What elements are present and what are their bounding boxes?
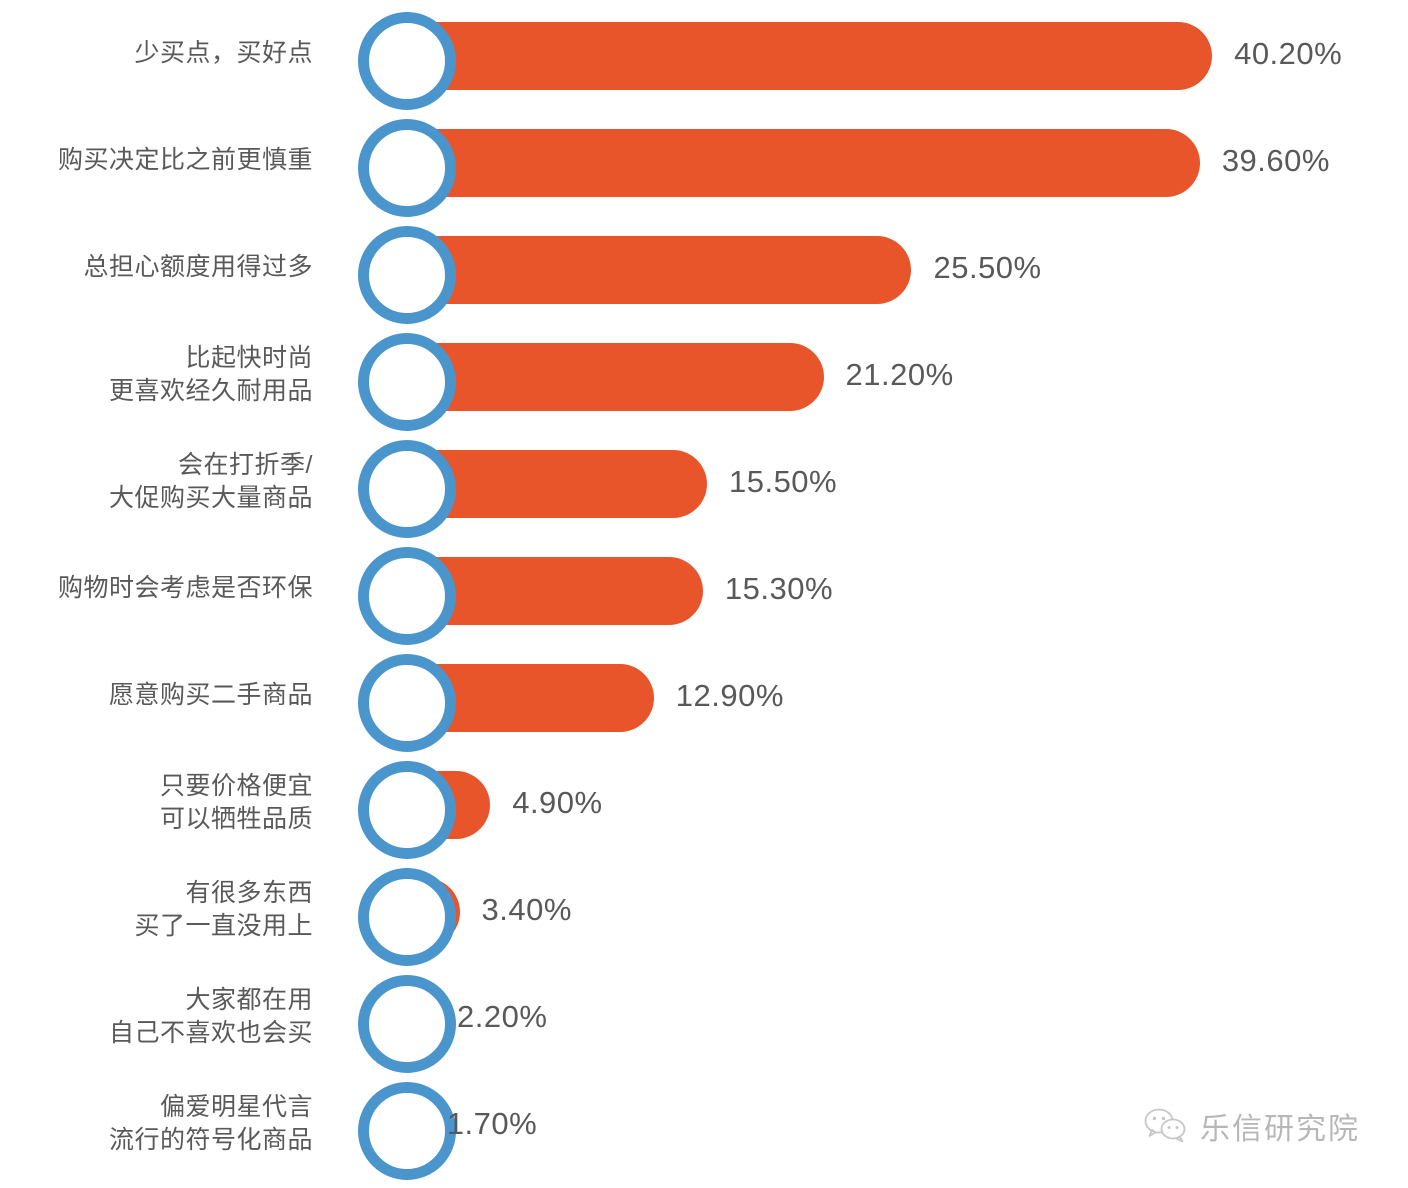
bar-start-marker-icon bbox=[358, 654, 456, 752]
bar-value-label: 21.20% bbox=[845, 356, 954, 392]
bar bbox=[390, 129, 1200, 197]
chart-row: 偏爱明星代言流行的符号化商品 1.70% bbox=[0, 1070, 1408, 1180]
category-label: 有很多东西买了一直没用上 bbox=[0, 856, 313, 963]
wechat-icon bbox=[1144, 1108, 1188, 1144]
bar-value-label: 40.20% bbox=[1234, 35, 1343, 71]
chart-row: 大家都在用自己不喜欢也会买 2.20% bbox=[0, 963, 1408, 1073]
watermark: 乐信研究院 bbox=[1144, 1104, 1360, 1148]
category-label-line: 比起快时尚 bbox=[185, 343, 313, 372]
bar-value-label: 15.30% bbox=[724, 570, 834, 606]
chart-row: 总担心额度用得过多 25.50% bbox=[0, 214, 1408, 324]
bar-value-label: 4.90% bbox=[512, 784, 603, 820]
bar-value-label: 39.60% bbox=[1221, 142, 1330, 178]
category-label: 总担心额度用得过多 bbox=[0, 214, 313, 321]
bar-start-marker-icon bbox=[358, 333, 456, 431]
bar bbox=[390, 343, 824, 411]
category-label: 比起快时尚更喜欢经久耐用品 bbox=[0, 321, 313, 428]
category-label-line: 总担心额度用得过多 bbox=[83, 253, 313, 281]
bar-start-marker-icon bbox=[358, 868, 456, 966]
chart-row: 购买决定比之前更慎重 39.60% bbox=[0, 107, 1408, 217]
bar-value-label: 12.90% bbox=[675, 677, 784, 713]
category-label: 购买决定比之前更慎重 bbox=[0, 107, 313, 214]
bar-start-marker-icon bbox=[358, 12, 456, 110]
watermark-label: 乐信研究院 bbox=[1200, 1113, 1360, 1146]
chart-row: 少买点，买好点 40.20% bbox=[0, 0, 1408, 110]
category-label-line: 有很多东西 bbox=[185, 878, 313, 907]
chart-row: 比起快时尚更喜欢经久耐用品 21.20% bbox=[0, 321, 1408, 431]
bar-start-marker-icon bbox=[358, 119, 456, 217]
bar-start-marker-icon bbox=[358, 226, 456, 324]
bar-value-label: 1.70% bbox=[446, 1105, 538, 1141]
bar-start-marker-icon bbox=[358, 975, 456, 1073]
category-label-line: 偏爱明星代言 bbox=[159, 1092, 313, 1121]
category-label: 愿意购买二手商品 bbox=[0, 642, 313, 749]
category-label-line: 更喜欢经久耐用品 bbox=[108, 376, 313, 405]
bar-start-marker-icon bbox=[358, 547, 456, 645]
category-label-line: 购物时会考虑是否环保 bbox=[57, 574, 313, 602]
category-label: 只要价格便宜 可以牺牲品质 bbox=[0, 749, 313, 856]
bar-start-marker-icon bbox=[358, 761, 456, 859]
bar bbox=[390, 236, 912, 304]
category-label-line: 购买决定比之前更慎重 bbox=[57, 146, 313, 174]
category-label: 大家都在用自己不喜欢也会买 bbox=[0, 963, 313, 1070]
bar-value-label: 3.40% bbox=[481, 891, 572, 927]
bar-start-marker-icon bbox=[358, 1082, 456, 1180]
category-label-line: 大促购买大量商品 bbox=[108, 483, 313, 512]
chart-row: 会在打折季/大促购买大量商品 15.50% bbox=[0, 428, 1408, 538]
chart-row: 愿意购买二手商品 12.90% bbox=[0, 642, 1408, 752]
category-label-line: 会在打折季/ bbox=[178, 450, 313, 479]
category-label-line: 买了一直没用上 bbox=[134, 911, 313, 940]
bar-start-marker-icon bbox=[358, 440, 456, 538]
bar bbox=[390, 22, 1213, 90]
bar-value-label: 2.20% bbox=[456, 998, 548, 1034]
category-label-line: 自己不喜欢也会买 bbox=[108, 1018, 313, 1047]
category-label: 会在打折季/大促购买大量商品 bbox=[0, 428, 313, 535]
chart-row: 有很多东西买了一直没用上 3.40% bbox=[0, 856, 1408, 966]
bar-value-label: 15.50% bbox=[728, 463, 838, 499]
category-label-line: 只要价格便宜 bbox=[159, 771, 313, 800]
category-label: 购物时会考虑是否环保 bbox=[0, 535, 313, 642]
category-label-line: 愿意购买二手商品 bbox=[108, 681, 313, 709]
category-label-line: 流行的符号化商品 bbox=[108, 1125, 313, 1154]
category-label: 少买点，买好点 bbox=[0, 0, 313, 107]
chart-row: 只要价格便宜 可以牺牲品质 4.90% bbox=[0, 749, 1408, 859]
category-label-line: 少买点，买好点 bbox=[134, 39, 313, 67]
category-label: 偏爱明星代言流行的符号化商品 bbox=[0, 1070, 313, 1177]
category-label-line: 大家都在用 bbox=[185, 985, 313, 1014]
category-label-line: 可以牺牲品质 bbox=[159, 804, 313, 833]
bar-value-label: 25.50% bbox=[933, 249, 1042, 285]
chart-row: 购物时会考虑是否环保 15.30% bbox=[0, 535, 1408, 645]
